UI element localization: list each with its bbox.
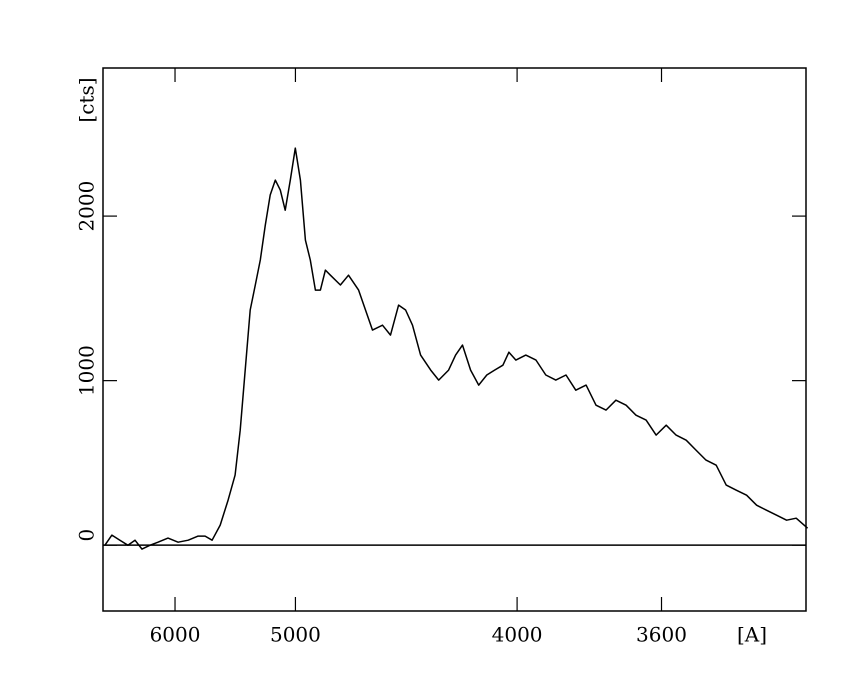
- x-tick-label: 6000: [150, 623, 201, 647]
- spectrum-line: [104, 147, 809, 550]
- y-tick-label: 1000: [75, 345, 99, 396]
- y-axis-label: [cts]: [75, 77, 99, 122]
- x-axis-label: [A]: [737, 623, 767, 647]
- plot-frame: [102, 67, 807, 612]
- y-tick-label: 0: [75, 529, 99, 542]
- x-tick-label: 4000: [492, 623, 543, 647]
- x-tick-label: 3600: [636, 623, 687, 647]
- y-tick-label: 2000: [75, 181, 99, 232]
- x-tick-label: 5000: [270, 623, 321, 647]
